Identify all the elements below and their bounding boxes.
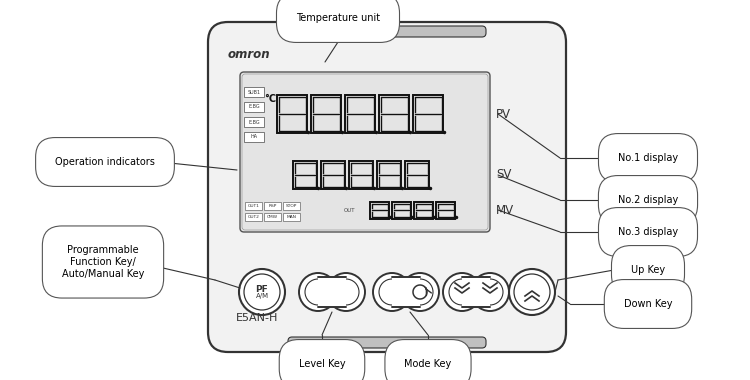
Text: MV: MV [496,204,514,217]
Text: Temperature unit: Temperature unit [296,13,380,23]
Text: No.2 display: No.2 display [618,195,678,205]
Circle shape [327,273,365,311]
Text: E.BG: E.BG [248,105,259,109]
Text: PF: PF [256,285,268,293]
Bar [405,161,429,189]
Circle shape [299,273,337,311]
Text: OUT1: OUT1 [248,204,259,208]
Circle shape [477,279,503,305]
Bar [245,213,262,221]
Bar [392,277,420,307]
Text: STOP: STOP [286,204,297,208]
Text: HA: HA [251,135,257,139]
Circle shape [401,273,439,311]
Text: Up Key: Up Key [631,265,665,275]
Bar [379,95,409,133]
Bar [283,213,300,221]
Circle shape [305,279,331,305]
Bar [264,202,281,210]
Bar [318,277,346,307]
Text: SUB1: SUB1 [248,90,260,95]
FancyBboxPatch shape [208,22,566,352]
Bar [413,95,443,133]
Circle shape [333,279,359,305]
Text: No.3 display: No.3 display [618,227,678,237]
Bar [377,161,401,189]
Text: Programmable
Function Key/
Auto/Manual Key: Programmable Function Key/ Auto/Manual K… [62,245,144,279]
FancyBboxPatch shape [288,26,486,37]
Bar [264,213,281,221]
Text: E.BG: E.BG [248,119,259,125]
Bar [277,95,307,133]
Text: Operation indicators: Operation indicators [55,157,155,167]
Text: RSP: RSP [268,204,277,208]
Bar [244,117,264,127]
Bar [244,102,264,112]
Circle shape [509,269,555,315]
Bar [321,161,345,189]
Circle shape [373,273,411,311]
Text: OUT: OUT [344,207,355,212]
Text: PV: PV [496,108,511,120]
Text: No.1 display: No.1 display [618,153,678,163]
FancyBboxPatch shape [240,72,490,232]
Circle shape [443,273,481,311]
Circle shape [379,279,405,305]
Bar [244,132,264,142]
Text: CMW: CMW [267,215,278,219]
Text: E5AN-H: E5AN-H [236,313,278,323]
Bar [349,161,373,189]
Circle shape [514,274,550,310]
Text: Down Key: Down Key [624,299,672,309]
Circle shape [449,279,475,305]
Bar [245,202,262,210]
Bar [293,161,317,189]
Text: omron: omron [228,48,271,60]
Text: A/M: A/M [256,293,268,299]
Bar [462,277,490,307]
Bar [345,95,375,133]
Text: MAN: MAN [286,215,296,219]
Circle shape [244,274,280,310]
Bar [370,201,389,218]
Bar [392,201,411,218]
Text: Mode Key: Mode Key [404,359,451,369]
Text: SV: SV [496,168,512,182]
Bar [283,202,300,210]
Bar [436,201,455,218]
Circle shape [471,273,509,311]
Circle shape [239,269,285,315]
FancyBboxPatch shape [288,337,486,348]
Text: OUT2: OUT2 [248,215,259,219]
Text: °C: °C [264,94,276,104]
Circle shape [407,279,433,305]
Text: Level Key: Level Key [298,359,345,369]
Bar [311,95,341,133]
Bar [244,87,264,97]
Bar [414,201,433,218]
